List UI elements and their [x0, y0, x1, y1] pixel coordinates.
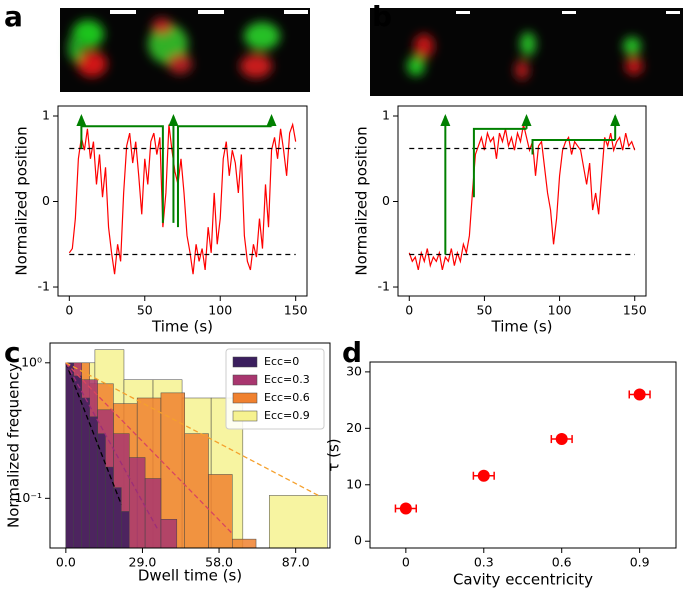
- y-tick-label: 30: [346, 363, 362, 378]
- x-axis-label: Cavity eccentricity: [453, 571, 593, 589]
- histogram-bar: [208, 474, 233, 548]
- panel-label: c: [4, 336, 21, 369]
- x-tick-label: 100: [208, 303, 232, 318]
- fit-line: [65, 362, 122, 505]
- y-tick-label: -1: [38, 279, 50, 294]
- plot-frame: [369, 361, 677, 549]
- y-axis-label: Normalized position: [13, 126, 31, 275]
- annotation-line: [81, 125, 164, 223]
- x-tick-label: 150: [284, 303, 308, 318]
- histogram-bar: [65, 362, 75, 548]
- y-tick-label: 10⁰: [21, 354, 42, 369]
- y-tick-label: 0: [382, 193, 390, 208]
- x-tick-label: 0: [405, 303, 413, 318]
- arrowhead: [521, 114, 532, 127]
- legend-swatch: [232, 392, 258, 404]
- y-axis-label: Normalized frequency: [5, 363, 23, 528]
- y-tick-label: 1: [382, 108, 390, 123]
- legend-label: Ecc=0.6: [264, 391, 310, 404]
- panel-3: d 0 0.3 0.6 0.9 0 10 20 30 Cavity eccentricity τ (…: [325, 336, 677, 589]
- point: [555, 433, 568, 446]
- plot-area: [394, 388, 651, 515]
- x-axis-label: Dwell time (s): [138, 567, 242, 585]
- x-tick-label: 50: [137, 303, 153, 318]
- panel-0: a 0 50 100 150 -1 0 1 Time (s) Normalized positio…: [4, 0, 308, 336]
- y-tick-label: 0: [354, 533, 362, 548]
- arrowhead: [76, 114, 87, 127]
- x-tick-label: 0.0: [56, 555, 76, 570]
- x-tick-label: 87.0: [282, 555, 310, 570]
- point: [399, 502, 412, 515]
- arrowhead: [168, 114, 179, 127]
- x-tick-label: 150: [623, 303, 647, 318]
- trace: [68, 122, 297, 275]
- histogram-bar: [121, 511, 130, 548]
- legend-label: Ecc=0: [264, 355, 299, 368]
- x-tick-label: 100: [548, 303, 572, 318]
- x-axis-label: Time (s): [491, 318, 553, 336]
- plot-area: [65, 349, 328, 548]
- histogram-bar: [232, 538, 257, 548]
- y-tick-label: 20: [346, 420, 362, 435]
- plot-frame: [57, 105, 308, 297]
- microscopy-images-a: [60, 8, 310, 92]
- histogram-bar: [184, 433, 209, 548]
- histogram-bar: [105, 466, 114, 548]
- plot-area: [408, 124, 636, 271]
- y-axis-label: τ (s): [325, 438, 343, 471]
- x-tick-label: 0.6: [552, 555, 572, 570]
- y-axis-label: Normalized position: [353, 126, 371, 275]
- plot-frame: [397, 105, 647, 297]
- y-tick-label: 1: [42, 108, 50, 123]
- histogram-bar: [113, 487, 122, 548]
- annotation-line: [176, 125, 272, 228]
- x-tick-label: 29.0: [129, 555, 157, 570]
- panel-label: b: [372, 0, 392, 33]
- panel-1: b 0 50 100 150 -1 0 1 Time (s) Normalized positio…: [353, 0, 647, 336]
- x-tick-label: 0: [65, 303, 73, 318]
- legend: Ecc=0 Ecc=0.3 Ecc=0.6 Ecc=0.9: [225, 348, 325, 430]
- trace: [408, 124, 636, 271]
- histogram-bar: [97, 433, 106, 548]
- panel-label: a: [4, 0, 23, 33]
- plot-area: [68, 122, 297, 275]
- legend-swatch: [232, 374, 258, 386]
- y-tick-label: 0: [42, 193, 50, 208]
- histogram-bar: [128, 457, 146, 548]
- x-axis-label: Time (s): [151, 318, 213, 336]
- x-tick-label: 0.9: [630, 555, 650, 570]
- legend-label: Ecc=0.3: [264, 373, 310, 386]
- arrowhead: [440, 114, 451, 127]
- histogram-bar: [160, 519, 178, 548]
- y-tick-label: -1: [378, 279, 390, 294]
- y-tick-label: 10⁻¹: [14, 490, 42, 505]
- legend-box: [225, 348, 325, 430]
- arrowhead: [266, 114, 277, 127]
- annotation-line: [472, 127, 527, 198]
- annotation-line: [531, 138, 616, 155]
- histogram-bar: [144, 478, 162, 548]
- panel-label: d: [342, 336, 362, 369]
- x-tick-label: 0.3: [474, 555, 494, 570]
- point: [477, 469, 490, 482]
- x-tick-label: 58.0: [205, 555, 233, 570]
- panel-2: c 0.0 29.0 58.0 87.0 10⁰ 10⁻¹ Dwell time (s) Nor…: [4, 336, 331, 585]
- histogram-bar: [89, 416, 98, 548]
- legend-swatch: [232, 410, 258, 422]
- legend-swatch: [232, 356, 258, 368]
- legend-label: Ecc=0.9: [264, 409, 310, 422]
- x-tick-label: 50: [476, 303, 492, 318]
- plot-frame: [49, 342, 331, 549]
- arrowhead: [610, 114, 621, 127]
- x-tick-label: 0: [402, 555, 410, 570]
- point: [633, 388, 646, 401]
- histogram-bar: [81, 397, 90, 548]
- histogram-bar: [268, 495, 328, 548]
- y-tick-label: 10: [346, 476, 362, 491]
- microscopy-images-b: [370, 8, 683, 96]
